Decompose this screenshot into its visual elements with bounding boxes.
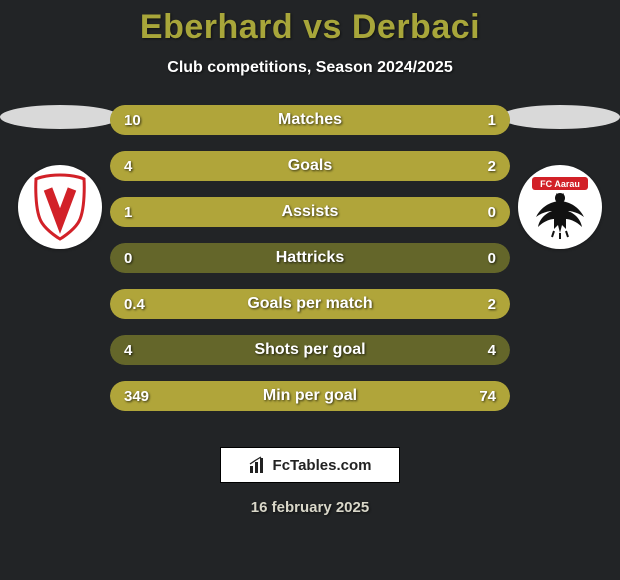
stat-row: 34974Min per goal [110, 381, 510, 411]
brand-text: FcTables.com [273, 457, 372, 474]
stat-label: Goals per match [110, 289, 510, 319]
left-club-crest [18, 165, 102, 249]
comparison-area: FC Aarau 101Matches 42Goals 10Assists 00Hat… [0, 105, 620, 425]
stat-label: Matches [110, 105, 510, 135]
brand-badge[interactable]: FcTables.com [220, 447, 400, 483]
stat-row: 10Assists [110, 197, 510, 227]
stat-label: Goals [110, 151, 510, 181]
stat-bars: 101Matches 42Goals 10Assists 00Hattricks 0.4… [110, 105, 510, 427]
stat-label: Shots per goal [110, 335, 510, 365]
aarau-crest-icon: FC Aarau [524, 171, 596, 243]
chart-icon [249, 456, 267, 474]
stat-row: 0.42Goals per match [110, 289, 510, 319]
footer-date: 16 february 2025 [0, 499, 620, 516]
stat-row: 101Matches [110, 105, 510, 135]
stat-row: 42Goals [110, 151, 510, 181]
stat-row: 44Shots per goal [110, 335, 510, 365]
stat-row: 00Hattricks [110, 243, 510, 273]
right-player-shape [500, 105, 620, 129]
page-subtitle: Club competitions, Season 2024/2025 [0, 59, 620, 77]
vaduz-shield-icon [30, 173, 90, 241]
aarau-banner-text: FC Aarau [540, 179, 580, 189]
left-player-shape [0, 105, 120, 129]
right-club-crest: FC Aarau [518, 165, 602, 249]
stat-label: Hattricks [110, 243, 510, 273]
stat-label: Min per goal [110, 381, 510, 411]
stat-label: Assists [110, 197, 510, 227]
page-title: Eberhard vs Derbaci [0, 0, 620, 47]
